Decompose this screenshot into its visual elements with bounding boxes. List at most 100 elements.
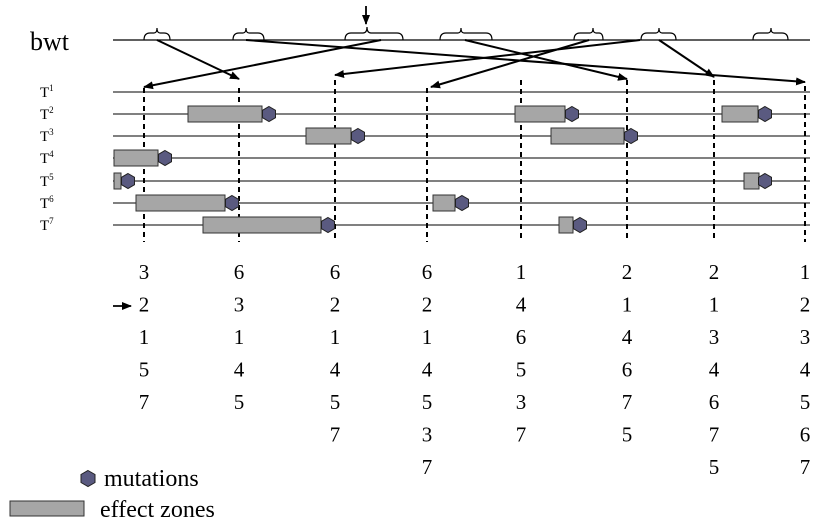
effect-zone [187,105,263,123]
mutation-marker [262,105,276,123]
brace [752,27,789,41]
track-labels: T1 T2 T3 T4 T5 T6 T7 [40,83,54,234]
column-number: 2 [800,293,811,317]
mutation-marker [758,105,772,123]
mutation-marker [624,127,638,145]
column-number: 1 [422,325,433,349]
column-number: 3 [516,390,527,414]
brace [344,26,404,41]
column-number: 2 [330,293,341,317]
column-number: 2 [422,293,433,317]
column-number: 6 [622,358,633,382]
mutation-marker [351,127,365,145]
column-number: 7 [800,455,811,479]
effect-zone [432,194,456,212]
effect-zone [113,149,159,167]
effect-zone [721,105,759,123]
effect-zone [550,127,625,145]
column-number: 4 [516,293,527,317]
column-number: 4 [622,325,633,349]
track-label: T7 [40,216,54,234]
column-number: 1 [800,260,811,284]
mapping-arrows [143,39,806,90]
column-number: 7 [622,390,633,414]
brace [143,27,171,41]
column-number: 3 [709,325,720,349]
mutations [121,105,772,234]
column-number: 1 [139,325,150,349]
column-number: 5 [330,390,341,414]
column-number: 3 [800,325,811,349]
effect-zone [305,127,352,145]
track-label: T1 [40,83,54,101]
column-number: 5 [516,358,527,382]
column-number: 6 [516,325,527,349]
column-number: 4 [800,358,811,382]
column-number: 6 [330,260,341,284]
mutation-marker [158,149,172,167]
column-number: 6 [234,260,245,284]
effect-zone [743,172,760,190]
track-label: T3 [40,127,54,145]
mapping-arrow [245,39,806,86]
column-number: 3 [234,293,245,317]
legend-effect-zones-label: effect zones [100,497,215,523]
column-number: 5 [139,358,150,382]
column-number: 6 [709,390,720,414]
mapping-arrow [334,39,641,78]
mapping-arrow [430,39,590,89]
effect-zone [135,194,226,212]
brace [232,27,265,41]
legend-effect-zone-icon [9,500,85,517]
mutation-marker [225,194,239,212]
mutation-marker [573,216,587,234]
column-numbers: 3 2 1 5 7 6 3 1 4 5 6 2 1 4 5 7 6 2 1 4 5 3 7 1 4 6 5 3 7 2 1 4 6 7 5 2 1 3 4 6… [139,260,811,479]
column-number: 7 [330,423,341,447]
column-number: 5 [622,423,633,447]
mutation-marker [565,105,579,123]
column-number: 2 [622,260,633,284]
column-number: 1 [234,325,245,349]
mutation-marker [758,172,772,190]
track-label: T4 [40,149,54,167]
column-number: 3 [422,423,433,447]
column-number: 6 [422,260,433,284]
column-number: 1 [516,260,527,284]
effect-zone [202,216,322,234]
column-number: 5 [422,390,433,414]
column-number: 1 [330,325,341,349]
column-number: 4 [709,358,720,382]
track-label: T6 [40,194,54,212]
column-number: 1 [709,293,720,317]
column-number: 2 [139,293,150,317]
effect-zone [558,216,574,234]
column-number: 5 [800,390,811,414]
brace [439,27,493,41]
mutation-marker [455,194,469,212]
effect-zone [514,105,566,123]
column-number: 3 [139,260,150,284]
bwt-label: bwt [30,27,70,56]
column-number: 6 [800,423,811,447]
column-number: 1 [622,293,633,317]
track-label: T2 [40,105,54,123]
legend-mutations-label: mutations [104,466,199,492]
column-number: 7 [516,423,527,447]
column-number: 7 [139,390,150,414]
column-number: 5 [234,390,245,414]
column-number: 4 [422,358,433,382]
brace [640,27,677,41]
boundary-lines [143,80,806,242]
effect-zones [113,105,760,234]
mapping-arrow [464,39,628,81]
column-number: 7 [709,423,720,447]
mapping-arrow [658,39,715,78]
track-label: T5 [40,172,54,190]
column-number: 4 [330,358,341,382]
bwt-braces [143,26,789,41]
brace [573,27,604,41]
mapping-arrow [156,39,240,80]
mutation-marker [321,216,335,234]
mapping-arrow [143,39,382,90]
